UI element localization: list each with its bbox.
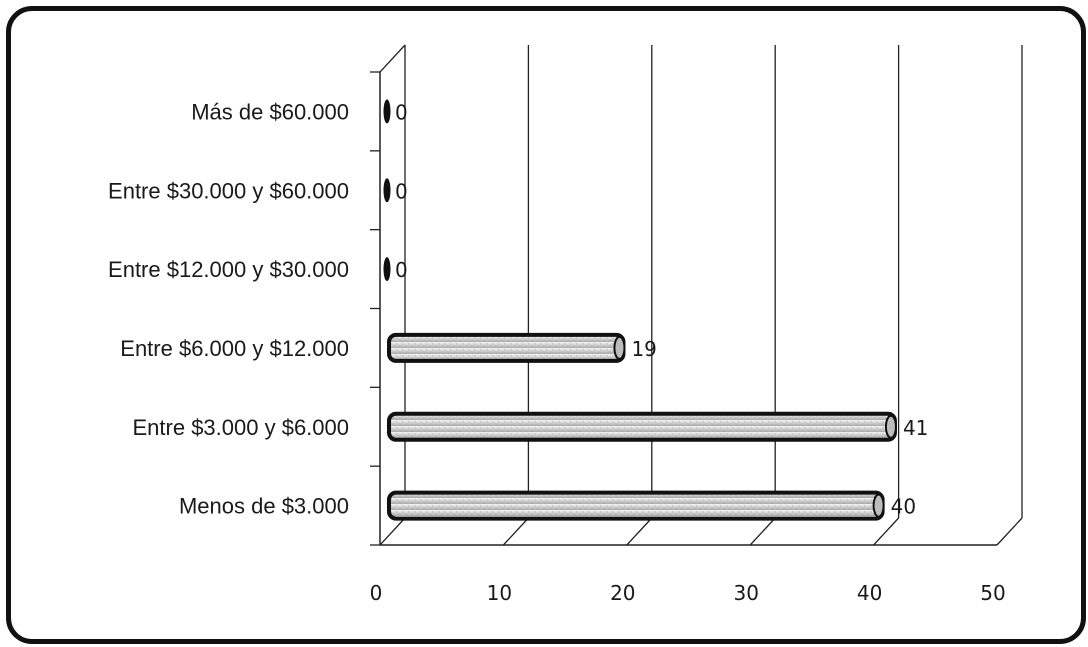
x-tick-label: 40: [857, 581, 882, 605]
grid-lines: [379, 45, 1023, 546]
x-tick-label: 50: [980, 581, 1005, 605]
floor-gridline: [626, 517, 653, 546]
bar: [387, 490, 885, 521]
bar: [383, 257, 391, 282]
data-label: 0: [395, 258, 408, 282]
category-label: Entre $6.000 y $12.000: [120, 336, 349, 361]
x-tick-label: 30: [733, 581, 758, 605]
data-label: 19: [631, 337, 656, 361]
bars: [383, 99, 897, 521]
floor-gridline: [749, 517, 776, 546]
bar: [383, 178, 391, 203]
x-tick-label: 20: [610, 581, 635, 605]
data-label: 0: [395, 179, 408, 203]
x-tick-label: 0: [370, 581, 383, 605]
chart-frame: [6, 6, 1086, 644]
y-axis-top-edge: [379, 44, 406, 73]
axes: [370, 44, 997, 546]
bar-end-cap: [884, 414, 897, 439]
category-label: Entre $30.000 y $60.000: [108, 178, 349, 203]
floor-gridline: [502, 517, 529, 546]
labels: 0 10 20 30 40 50 Menos de $3.000 40 Entre $3.000…: [108, 99, 1006, 605]
data-label: 40: [891, 495, 916, 519]
data-label: 41: [903, 416, 928, 440]
category-label: Entre $3.000 y $6.000: [133, 415, 350, 440]
bar-end-cap: [872, 493, 885, 518]
bar-end-cap: [613, 335, 626, 360]
category-label: Más de $60.000: [191, 99, 349, 124]
bar: [387, 411, 897, 442]
bar: [383, 99, 391, 124]
floor-gridline: [873, 517, 900, 546]
category-label: Entre $12.000 y $30.000: [108, 257, 349, 282]
x-tick-label: 10: [487, 581, 512, 605]
floor-gridline: [379, 517, 406, 546]
floor-gridline: [996, 517, 1023, 546]
bar: [387, 332, 626, 363]
data-label: 0: [395, 100, 408, 124]
category-label: Menos de $3.000: [179, 494, 349, 519]
